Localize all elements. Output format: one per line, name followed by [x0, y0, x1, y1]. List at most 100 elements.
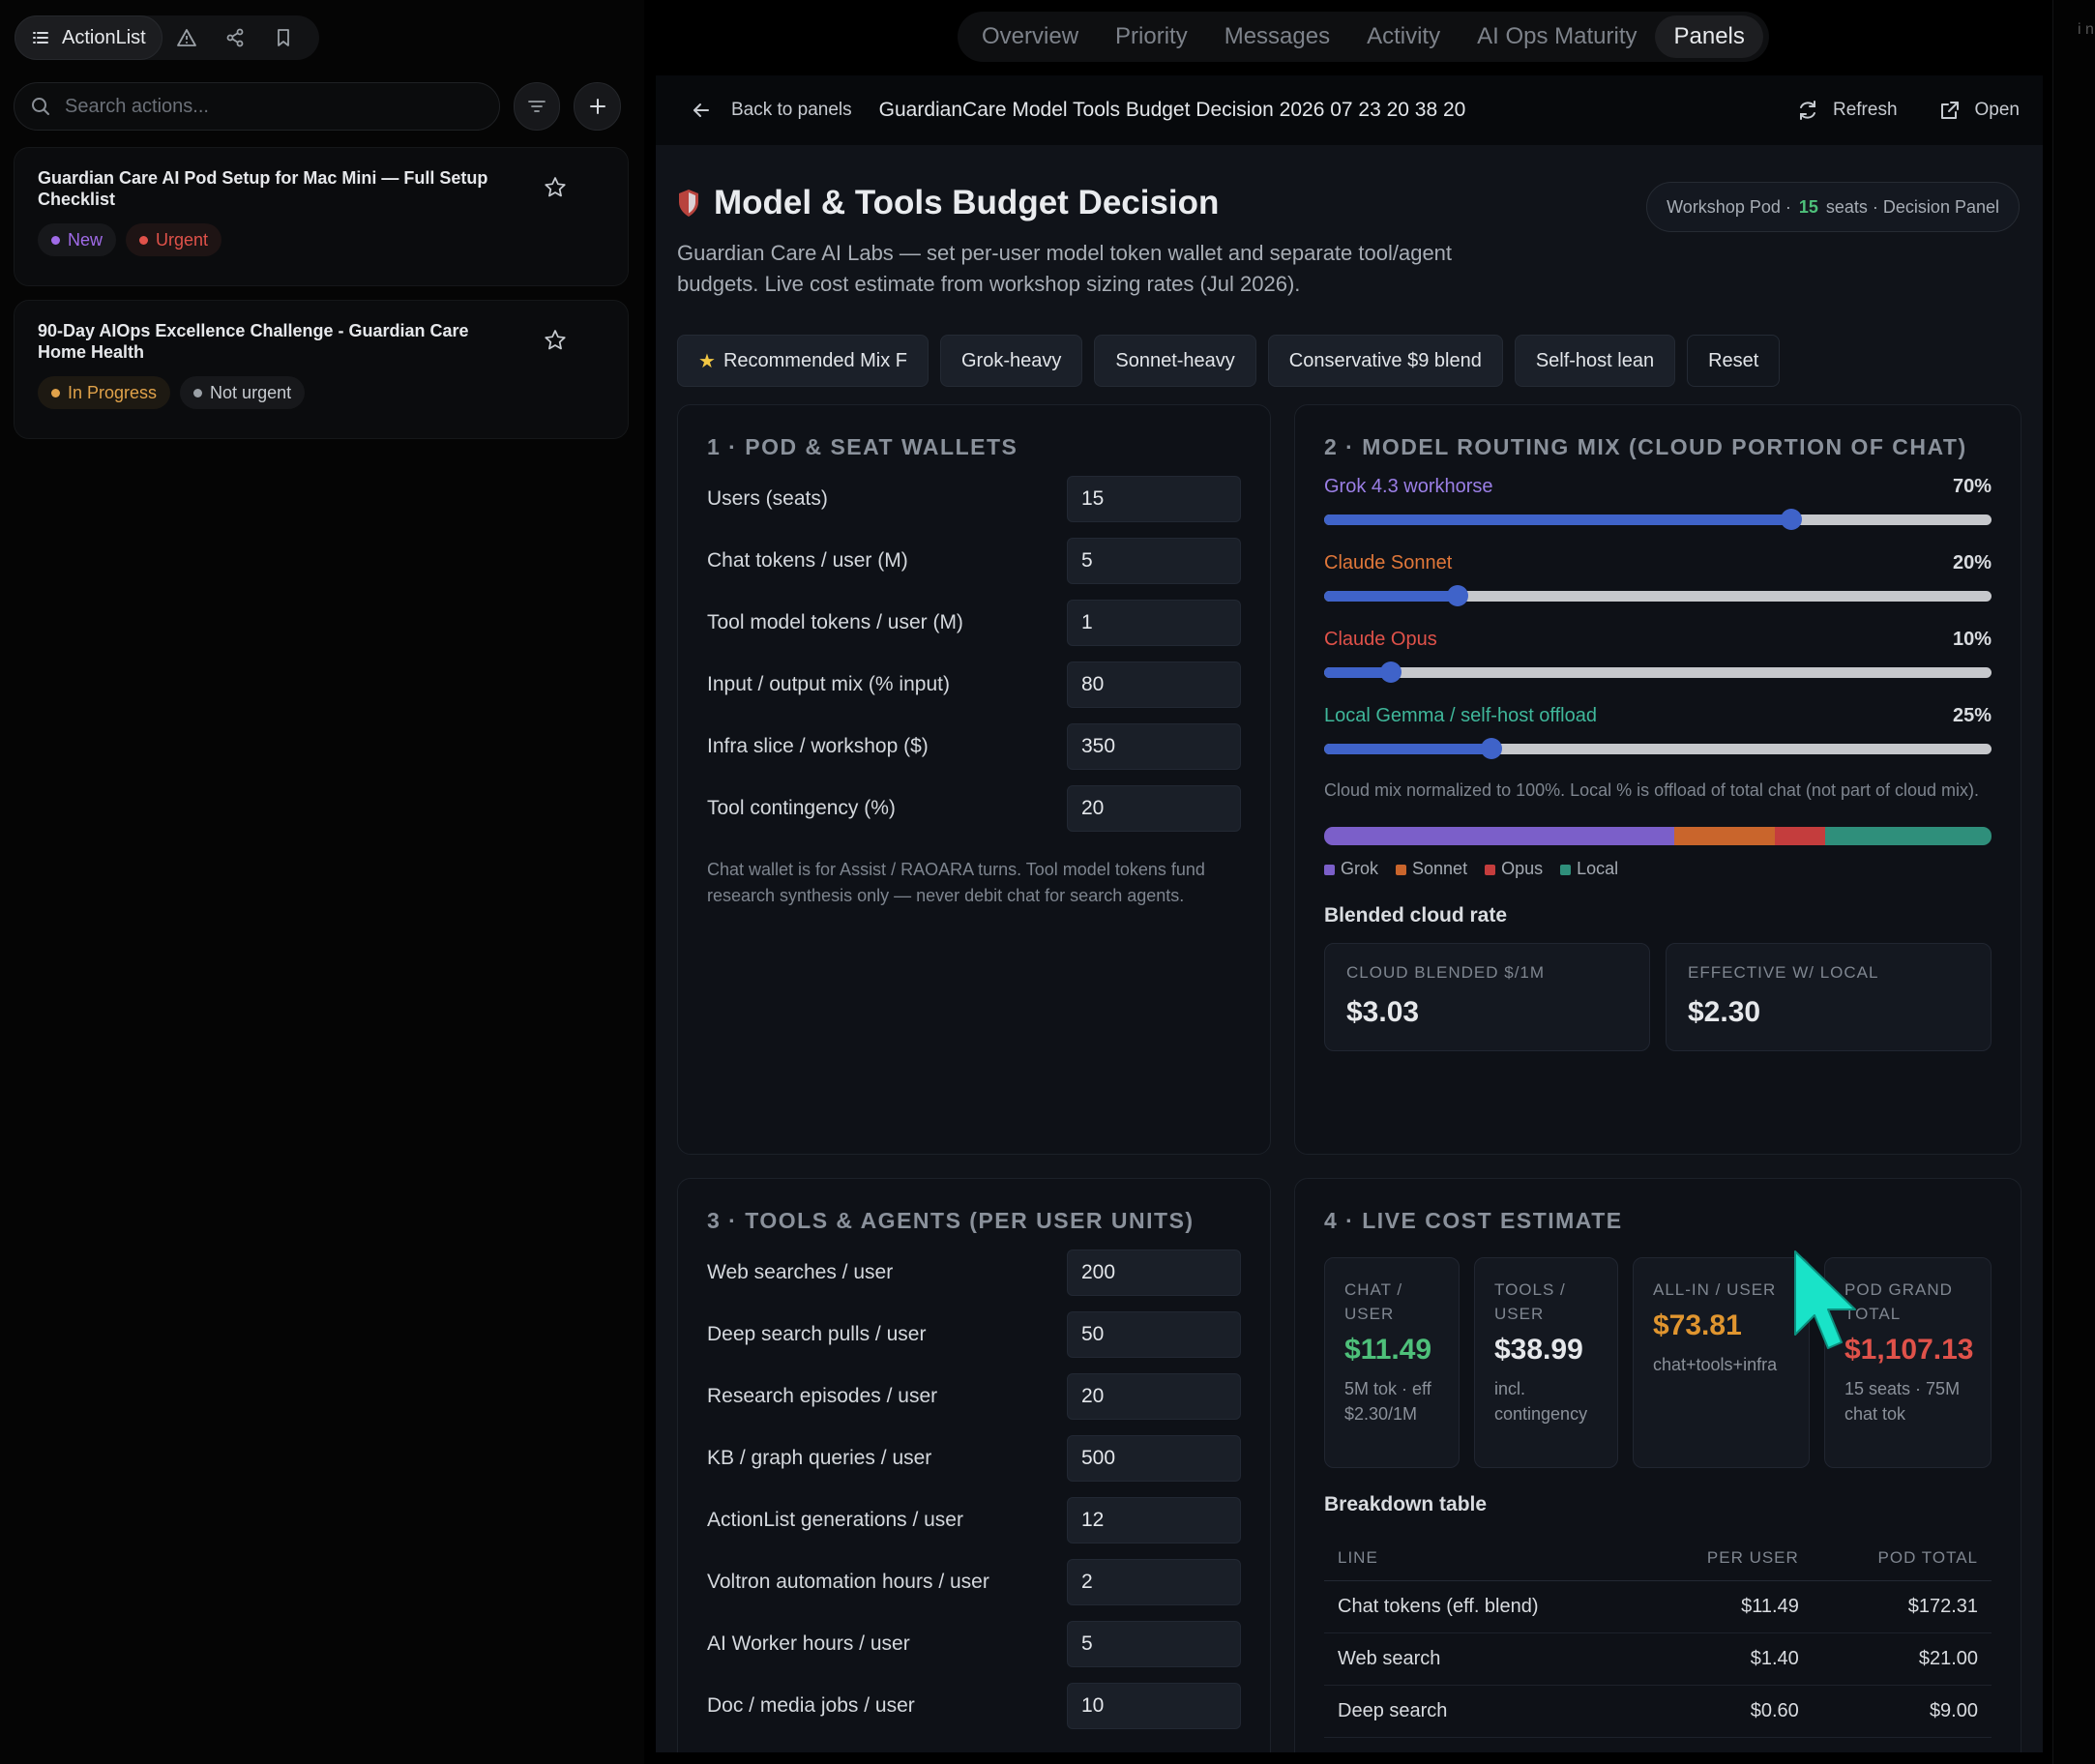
stat-label: CLOUD BLENDED $/1M — [1346, 963, 1546, 982]
slider-head: Local Gemma / self-host offload 25% — [1324, 701, 1992, 730]
chat-tokens-input[interactable] — [1067, 538, 1241, 584]
panel-header: Back to panels GuardianCare Model Tools … — [656, 75, 2043, 145]
mouse-cursor-icon — [1794, 1250, 1856, 1349]
cell-per-user: $11.49 — [1644, 1580, 1813, 1633]
tab-panels[interactable]: Panels — [1655, 15, 1763, 58]
arrow-left-icon — [693, 103, 709, 117]
field-list: Users (seats) Chat tokens / user (M) Too… — [707, 476, 1241, 832]
web-searches-input[interactable] — [1067, 1250, 1241, 1296]
mix-bar — [1324, 827, 1992, 845]
refresh-button[interactable]: Refresh — [1796, 99, 1898, 122]
field-label: Voltron automation hours / user — [707, 1571, 989, 1593]
field-infra-slice: Infra slice / workshop ($) — [707, 723, 1241, 770]
deep-search-pulls-input[interactable] — [1067, 1311, 1241, 1358]
input-output-mix-input[interactable] — [1067, 662, 1241, 708]
sidebar: ActionList Guardian Care AI Pod Setup fo… — [0, 0, 644, 1764]
slider-handle[interactable] — [1781, 509, 1802, 530]
tab-activity[interactable]: Activity — [1367, 23, 1441, 49]
tool-contingency-input[interactable] — [1067, 785, 1241, 832]
star-icon[interactable] — [543, 328, 568, 353]
preset-self-host-lean-button[interactable]: Self-host lean — [1514, 335, 1676, 387]
app-switcher-button[interactable]: ActionList — [15, 15, 162, 60]
legend-label: Sonnet — [1412, 859, 1468, 878]
slider-track[interactable] — [1324, 738, 1992, 759]
preset-grok-heavy-button[interactable]: Grok-heavy — [940, 335, 1083, 387]
warning-icon — [176, 29, 196, 46]
mix-legend: Grok Sonnet Opus Local — [1324, 859, 1992, 879]
slider-handle[interactable] — [1480, 738, 1502, 759]
tab-ai-ops-maturity[interactable]: AI Ops Maturity — [1477, 23, 1638, 49]
add-action-button[interactable] — [574, 82, 621, 131]
filter-button[interactable] — [513, 82, 561, 131]
section-title: 1 · POD & SEAT WALLETS — [707, 434, 1018, 459]
cost-label: POD GRAND TOTAL — [1844, 1280, 1953, 1323]
status-badge: New — [38, 223, 117, 256]
alert-button[interactable] — [162, 15, 211, 60]
cost-value: $11.49 — [1344, 1334, 1432, 1366]
ai-worker-hours-input[interactable] — [1067, 1621, 1241, 1667]
reset-button[interactable]: Reset — [1687, 335, 1781, 387]
slider-list: Grok 4.3 workhorse 70% Claude Sonnet 20% C… — [1324, 472, 1992, 759]
back-to-panels-button[interactable]: Back to panels — [691, 100, 852, 121]
research-episodes-input[interactable] — [1067, 1373, 1241, 1420]
action-card[interactable]: Guardian Care AI Pod Setup for Mac Mini … — [14, 147, 629, 286]
slider-fill — [1324, 744, 1491, 754]
cell-line: Deep search — [1324, 1685, 1645, 1738]
field-label: Chat tokens / user (M) — [707, 549, 908, 572]
back-label: Back to panels — [731, 100, 852, 120]
cell-line: Chat tokens (eff. blend) — [1324, 1580, 1645, 1633]
section-title: 4 · LIVE COST ESTIMATE — [1324, 1208, 1623, 1233]
kb-graph-queries-input[interactable] — [1067, 1435, 1241, 1482]
open-button[interactable]: Open — [1938, 99, 2020, 122]
legend-item-local: Local — [1560, 859, 1618, 879]
actionlist-generations-input[interactable] — [1067, 1497, 1241, 1544]
field-label: Deep search pulls / user — [707, 1323, 927, 1345]
cloud-blended-stat: CLOUD BLENDED $/1M $3.03 — [1324, 943, 1650, 1051]
tool-model-tokens-input[interactable] — [1067, 600, 1241, 646]
preset-recommended-mix-f-button[interactable]: ★ Recommended Mix F — [677, 335, 929, 387]
cell-per-user: $1.40 — [1644, 1632, 1813, 1686]
field-label: Tool model tokens / user (M) — [707, 611, 963, 633]
star-icon[interactable] — [543, 175, 568, 200]
tab-priority[interactable]: Priority — [1115, 23, 1188, 49]
share-button[interactable] — [211, 15, 259, 60]
cost-sub: incl. contingency — [1494, 1379, 1588, 1424]
field-label: Users (seats) — [707, 487, 828, 510]
voltron-hours-input[interactable] — [1067, 1559, 1241, 1605]
infra-slice-input[interactable] — [1067, 723, 1241, 770]
column-header: LINE — [1324, 1536, 1645, 1581]
section-live-cost-estimate: 4 · LIVE COST ESTIMATE CHAT / USER $11.4… — [1294, 1178, 2021, 1752]
star-icon: ★ — [698, 350, 716, 372]
action-card[interactable]: 90-Day AIOps Excellence Challenge - Guar… — [14, 300, 629, 439]
search-input[interactable] — [65, 95, 490, 118]
slider-handle[interactable] — [1380, 662, 1402, 683]
legend-item-opus: Opus — [1485, 859, 1543, 879]
refresh-label: Refresh — [1832, 100, 1898, 120]
slider-handle[interactable] — [1447, 585, 1468, 606]
preset-sonnet-heavy-button[interactable]: Sonnet-heavy — [1094, 335, 1256, 387]
field-list: Web searches / user Deep search pulls / … — [707, 1250, 1241, 1729]
mix-segment-opus — [1774, 827, 1825, 845]
tab-overview[interactable]: Overview — [982, 23, 1079, 49]
slider-label: Claude Sonnet — [1324, 551, 1453, 573]
page-subtitle: Guardian Care AI Labs — set per-user mod… — [677, 241, 1453, 296]
status-badge: In Progress — [38, 376, 171, 409]
legend-item-grok: Grok — [1324, 859, 1378, 879]
top-nav: Overview Priority Messages Activity AI O… — [958, 12, 1769, 62]
refresh-icon — [1799, 101, 1815, 120]
slider-track[interactable] — [1324, 662, 1992, 683]
users-seats-input[interactable] — [1067, 476, 1241, 522]
legend-label: Local — [1577, 859, 1619, 878]
action-card-title: Guardian Care AI Pod Setup for Mac Mini … — [38, 168, 488, 209]
bookmark-button[interactable] — [259, 15, 308, 60]
doc-media-jobs-input[interactable] — [1067, 1683, 1241, 1729]
badge-row: In Progress Not urgent — [38, 376, 605, 409]
cost-value: $38.99 — [1494, 1334, 1583, 1366]
slider-track[interactable] — [1324, 509, 1992, 530]
slider-track[interactable] — [1324, 585, 1992, 606]
preset-conservative-blend-button[interactable]: Conservative $9 blend — [1267, 335, 1503, 387]
field-ai-worker-hours: AI Worker hours / user — [707, 1621, 1241, 1667]
share-icon — [226, 28, 244, 47]
tab-messages[interactable]: Messages — [1224, 23, 1331, 49]
slider-head: Grok 4.3 workhorse 70% — [1324, 472, 1992, 501]
